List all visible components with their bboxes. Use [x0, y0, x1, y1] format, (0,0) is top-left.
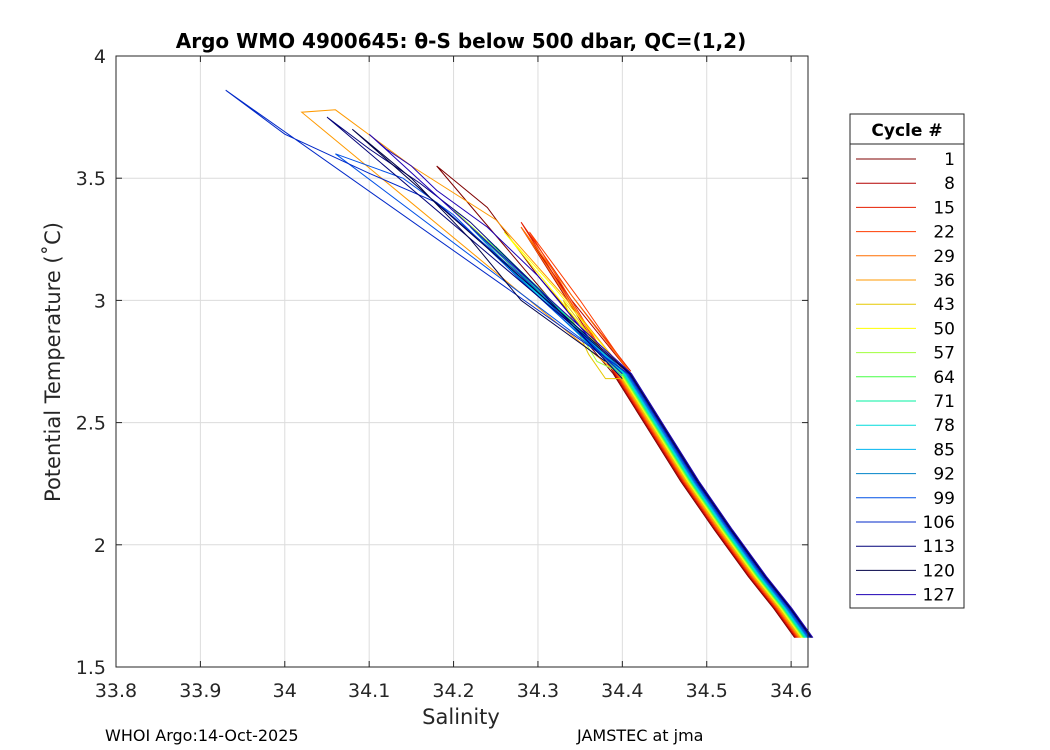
legend-label-cycle-78: 78: [933, 416, 955, 436]
legend-label-cycle-43: 43: [933, 295, 955, 315]
legend-label-cycle-120: 120: [923, 561, 955, 581]
legend-label-cycle-64: 64: [933, 368, 955, 388]
series-line-cycle-22: [529, 231, 799, 638]
x-tick-label: 34.4: [601, 680, 643, 702]
legend-title: Cycle #: [871, 121, 942, 141]
legend-label-cycle-29: 29: [933, 247, 955, 267]
legend-label-cycle-92: 92: [933, 465, 955, 485]
legend-box: [849, 113, 965, 609]
footer-left: WHOI Argo:14-Oct-2025: [105, 726, 299, 745]
x-axis-label: Salinity: [422, 705, 500, 729]
series-line-cycle-50: [503, 231, 803, 638]
legend-label-cycle-127: 127: [923, 586, 955, 606]
legend-label-cycle-50: 50: [933, 319, 955, 339]
legend: Cycle # 1 8 15 22 29 36 43 50 57 64 71 78 85 92 99 106 1…: [849, 113, 965, 609]
x-tick-label: 34: [273, 680, 297, 702]
y-tick-label: 1.5: [76, 657, 106, 679]
series-line-cycle-120: [351, 128, 813, 638]
x-tick-label: 34.5: [686, 680, 728, 702]
legend-label-cycle-85: 85: [933, 440, 955, 460]
series-line-cycle-127: [368, 133, 814, 638]
legend-label-cycle-57: 57: [933, 344, 955, 364]
x-tick-label: 34.1: [348, 680, 390, 702]
legend-label-cycle-22: 22: [933, 223, 955, 243]
legend-label-cycle-113: 113: [923, 537, 955, 557]
series-lines: [225, 89, 814, 638]
series-line-cycle-99: [335, 153, 810, 638]
x-tick-label: 34.2: [432, 680, 474, 702]
series-line-cycle-113: [326, 116, 812, 638]
series-line-cycle-29: [520, 226, 800, 638]
series-line-cycle-43: [562, 300, 802, 638]
series-line-cycle-106: [225, 89, 811, 638]
legend-label-cycle-71: 71: [933, 392, 955, 412]
legend-label-cycle-15: 15: [933, 198, 955, 218]
x-tick-label: 34.3: [517, 680, 559, 702]
legend-label-cycle-99: 99: [933, 489, 955, 509]
chart-title: Argo WMO 4900645: θ-S below 500 dbar, QC…: [176, 29, 746, 53]
legend-label-cycle-1: 1: [944, 150, 955, 170]
series-line-cycle-1: [436, 165, 796, 638]
y-tick-label: 3.5: [76, 168, 106, 190]
y-tick-label: 2: [94, 535, 106, 557]
legend-label-cycle-106: 106: [923, 513, 955, 533]
y-tick-label: 4: [94, 46, 106, 68]
x-tick-label: 33.9: [179, 680, 221, 702]
series-line-cycle-36: [300, 109, 801, 638]
legend-label-cycle-8: 8: [944, 174, 955, 194]
footer-right: JAMSTEC at jma: [576, 726, 703, 745]
legend-label-cycle-36: 36: [933, 271, 955, 291]
y-tick-label: 3: [94, 290, 106, 312]
axis-ticks: 33.8 33.9 34 34.1 34.2 34.3 34.4 34.5 34.61.522.…: [76, 46, 812, 702]
y-axis-label: Potential Temperature (˚C): [41, 222, 65, 502]
x-tick-label: 34.6: [770, 680, 812, 702]
grid-lines: [115, 55, 808, 668]
plot-frame: [115, 55, 809, 668]
y-tick-label: 2.5: [76, 413, 106, 435]
x-tick-label: 33.8: [95, 680, 137, 702]
